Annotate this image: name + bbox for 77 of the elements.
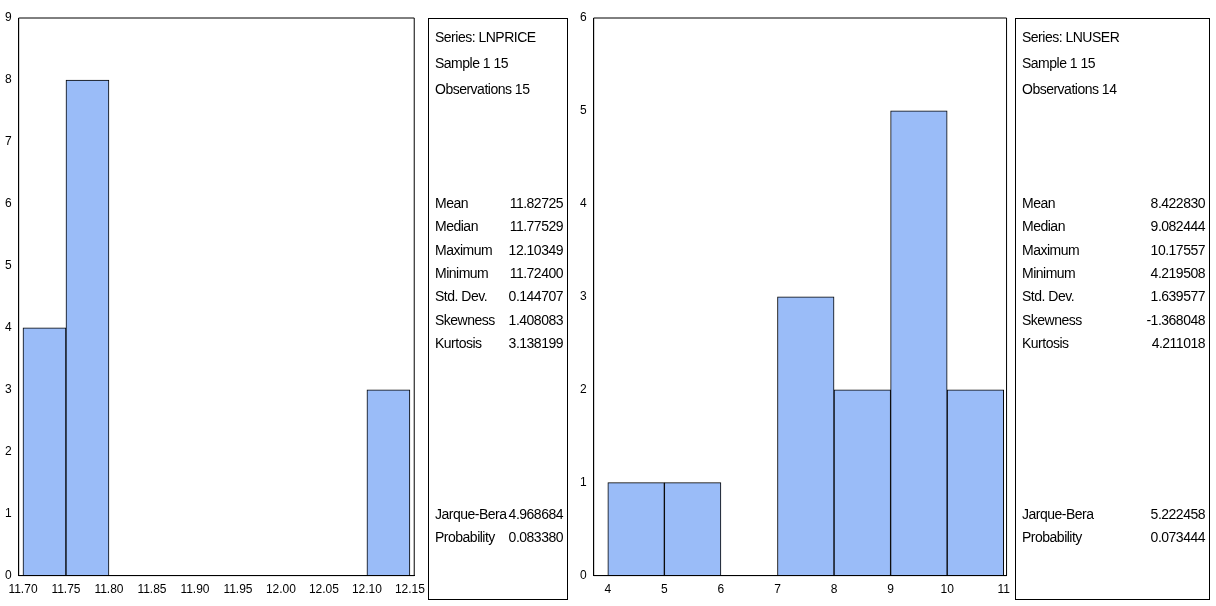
x-tick-label: 11.70 — [8, 582, 38, 597]
text: Std. Dev. — [435, 288, 488, 305]
text: 4.219508 — [1150, 264, 1205, 281]
x-tick-label: 12.10 — [351, 582, 383, 597]
text: Observations 15 — [435, 81, 530, 97]
text: Std. Dev. — [1022, 288, 1075, 305]
text: 0.083380 — [508, 529, 563, 546]
text: 10.17557 — [1150, 241, 1205, 258]
y-tick-label: 3 — [4, 382, 12, 397]
text: Skewness — [1022, 311, 1082, 328]
text: 11.72400 — [509, 264, 563, 281]
x-tick-label: 8 — [830, 582, 838, 597]
text: 0.144707 — [508, 288, 563, 305]
text: 11.77529 — [509, 218, 563, 235]
text: Skewness — [435, 311, 495, 328]
y-tick-label: 5 — [4, 258, 12, 273]
text: 4.968684 — [508, 506, 563, 522]
x-tick-label: 5 — [661, 582, 669, 597]
text: 9.082444 — [1150, 218, 1205, 235]
y-tick-label: 2 — [579, 382, 587, 397]
text: Maximum — [435, 241, 493, 258]
y-tick-label: 1 — [579, 474, 587, 489]
x-tick-label: 11.95 — [223, 582, 253, 597]
y-tick-label: 6 — [579, 10, 587, 25]
text: Mean — [1022, 195, 1056, 211]
text: 4.211018 — [1151, 334, 1205, 351]
text: Series: LNUSER — [1022, 29, 1120, 45]
x-tick-label: 10 — [940, 582, 955, 597]
x-tick-label: 12.00 — [265, 582, 297, 597]
x-tick-label: 11.80 — [94, 582, 124, 597]
x-tick-label: 12.05 — [308, 582, 340, 597]
y-tick-label: 2 — [4, 444, 12, 458]
text: Observations 14 — [1022, 81, 1117, 97]
y-tick-label: 5 — [579, 103, 587, 118]
x-tick-label: 7 — [774, 582, 782, 597]
text: 5.222458 — [1150, 506, 1205, 522]
x-tick-label: 9 — [887, 582, 895, 597]
text: Probability — [435, 529, 495, 546]
y-tick-label: 4 — [579, 196, 587, 211]
y-tick-label: 4 — [4, 320, 12, 335]
y-tick-label: 6 — [4, 196, 12, 211]
y-tick-label: 1 — [4, 505, 12, 520]
x-tick-label: 11.85 — [137, 582, 167, 597]
text: 8.422830 — [1150, 195, 1205, 211]
text: 1.408083 — [508, 311, 563, 328]
y-tick-label: 8 — [4, 72, 12, 87]
text: -1.368048 — [1146, 311, 1205, 328]
x-tick-label: 6 — [717, 582, 725, 597]
y-tick-label: 9 — [4, 10, 12, 25]
text: Median — [435, 218, 478, 235]
text: Minimum — [1022, 264, 1076, 281]
text: Maximum — [1022, 241, 1080, 258]
text: 1.639577 — [1150, 288, 1205, 305]
text: Kurtosis — [435, 334, 482, 351]
text: Sample 1 15 — [1022, 55, 1096, 71]
y-tick-label: 0 — [4, 567, 12, 582]
text: Jarque-Bera — [1022, 506, 1094, 522]
text: Mean — [435, 195, 469, 211]
y-tick-label: 0 — [579, 567, 587, 582]
text: 3.138199 — [508, 334, 563, 351]
text: 12.10349 — [508, 241, 563, 258]
text: Sample 1 15 — [435, 55, 509, 71]
y-tick-label: 3 — [579, 289, 587, 304]
text: Median — [1022, 218, 1065, 235]
text: 0.073444 — [1150, 529, 1205, 546]
text: Jarque-Bera — [435, 506, 507, 522]
x-tick-label: 11 — [997, 582, 1011, 597]
x-tick-label: 11.90 — [180, 582, 210, 597]
text: Series: LNPRICE — [435, 29, 536, 45]
text: Minimum — [435, 264, 489, 281]
text: Kurtosis — [1022, 334, 1069, 351]
x-tick-label: 11.75 — [51, 582, 81, 597]
x-tick-label: 4 — [604, 582, 612, 597]
text: Probability — [1022, 529, 1082, 546]
text: 11.82725 — [509, 195, 563, 211]
x-tick-label: 12.15 — [394, 582, 426, 597]
y-tick-label: 7 — [4, 134, 12, 149]
